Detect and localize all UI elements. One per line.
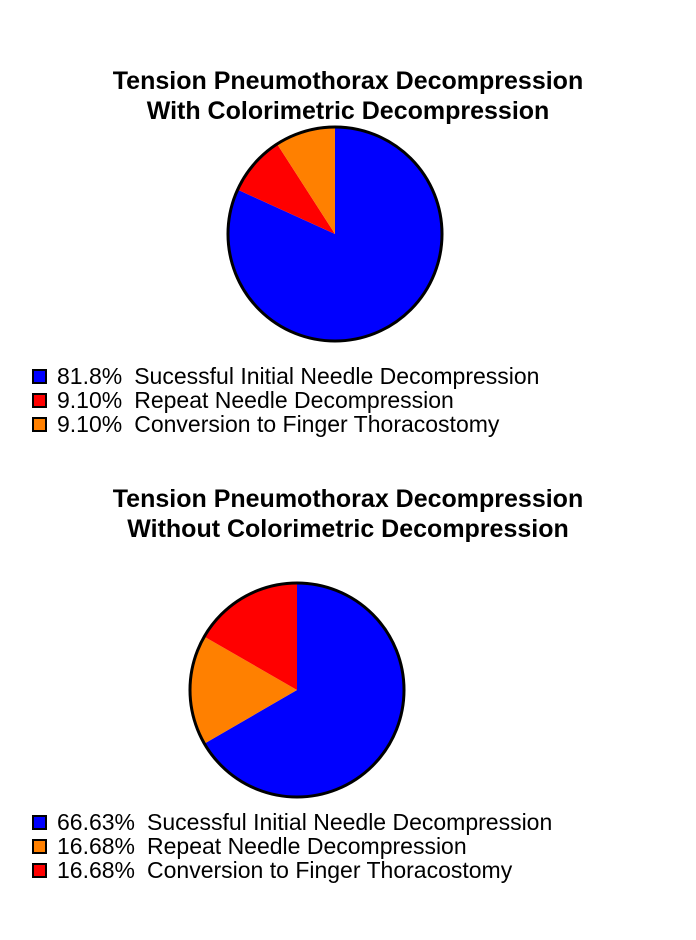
pie-slice: [237, 144, 335, 234]
chart-1-pie: [226, 125, 444, 343]
legend-percentage: 16.68%: [57, 833, 136, 859]
legend-label: Repeat Needle Decompression: [134, 387, 454, 413]
legend-label: Sucessful Initial Needle Decompression: [134, 363, 540, 389]
chart-1-title: Tension Pneumothorax Decompression With …: [0, 66, 696, 126]
legend-swatch: [32, 862, 47, 878]
legend-item: 16.68% Conversion to Finger Thoracostomy: [32, 858, 552, 882]
chart-2-legend: 66.63% Sucessful Initial Needle Decompre…: [32, 810, 552, 882]
legend-percentage: 9.10%: [57, 387, 123, 413]
legend-item: 9.10% Conversion to Finger Thoracostomy: [32, 412, 539, 436]
legend-percentage: 66.63%: [57, 809, 136, 835]
legend-item: 81.8% Sucessful Initial Needle Decompres…: [32, 364, 539, 388]
chart-2-pie: [188, 581, 406, 799]
chart-2-title: Tension Pneumothorax Decompression Witho…: [0, 484, 696, 544]
legend-item: 66.63% Sucessful Initial Needle Decompre…: [32, 810, 552, 834]
pie-slice: [190, 636, 297, 744]
pie-slice: [277, 127, 335, 234]
legend-swatch: [32, 838, 47, 854]
legend-label: Conversion to Finger Thoracostomy: [147, 857, 513, 883]
legend-item: 16.68% Repeat Needle Decompression: [32, 834, 552, 858]
chart-2-title-line-1: Tension Pneumothorax Decompression: [112, 485, 584, 513]
legend-swatch: [32, 368, 47, 384]
pie-slice: [204, 583, 405, 797]
legend-swatch: [32, 814, 47, 830]
pie-outline: [188, 581, 406, 799]
chart-1-title-line-1: Tension Pneumothorax Decompression: [112, 67, 584, 95]
legend-label: Repeat Needle Decompression: [147, 833, 467, 859]
legend-swatch: [32, 392, 47, 408]
chart-1-title-line-2: With Colorimetric Decompression: [146, 97, 550, 125]
legend-percentage: 16.68%: [57, 857, 136, 883]
pie-outline: [226, 125, 444, 343]
legend-label: Sucessful Initial Needle Decompression: [147, 809, 553, 835]
chart-2-title-line-2: Without Colorimetric Decompression: [127, 515, 569, 543]
legend-swatch: [32, 416, 47, 432]
legend-label: Conversion to Finger Thoracostomy: [134, 411, 500, 437]
legend-percentage: 81.8%: [57, 363, 123, 389]
legend-item: 9.10% Repeat Needle Decompression: [32, 388, 539, 412]
chart-1-legend: 81.8% Sucessful Initial Needle Decompres…: [32, 364, 539, 436]
legend-percentage: 9.10%: [57, 411, 123, 437]
